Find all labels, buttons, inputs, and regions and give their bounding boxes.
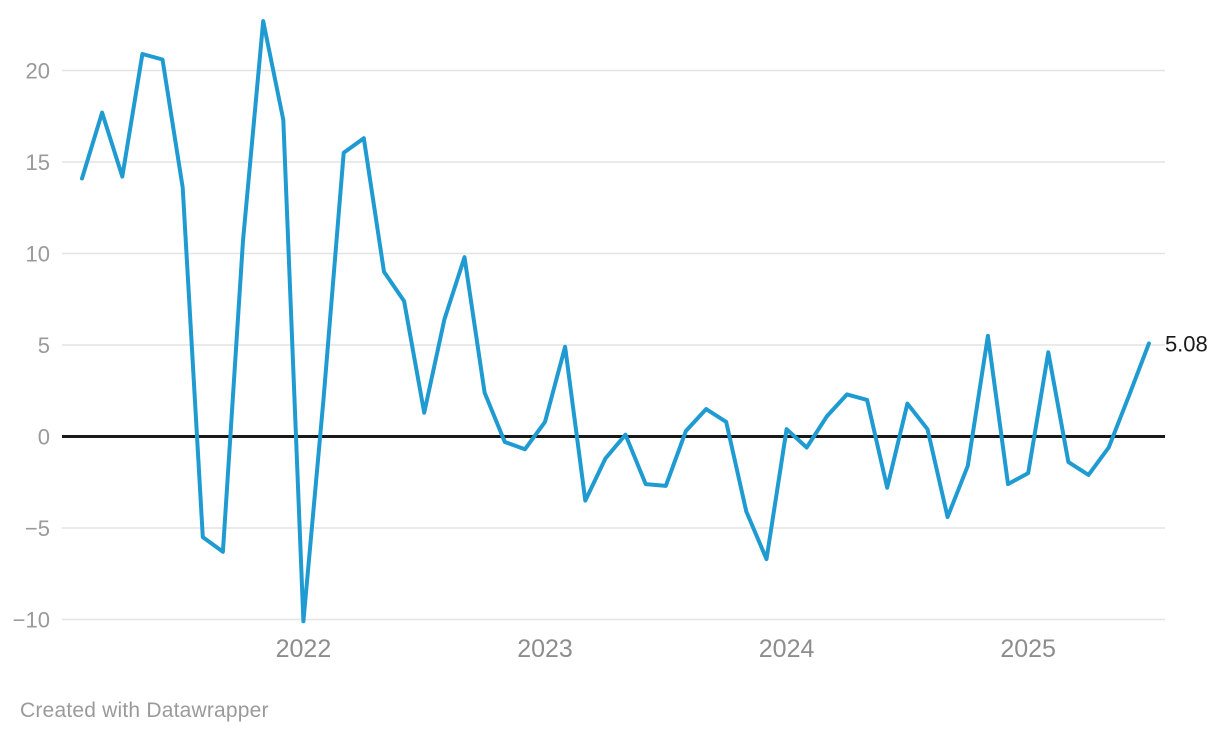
y-tick-label: 10 [26,242,50,267]
x-year-label: 2023 [517,635,573,663]
y-tick-label: 0 [38,425,50,450]
x-year-label: 2022 [276,635,332,663]
y-tick-label: 20 [26,59,50,84]
attribution-text: Created with Datawrapper [20,699,269,722]
y-tick-label: −10 [13,608,50,633]
series-line [80,19,1151,624]
y-tick-label: 15 [26,150,50,175]
end-value-label: 5.08 [1165,332,1208,357]
y-tick-label: −5 [25,516,50,541]
y-tick-label: 5 [38,333,50,358]
x-year-label: 2025 [1000,635,1056,663]
x-year-label: 2024 [759,635,815,663]
